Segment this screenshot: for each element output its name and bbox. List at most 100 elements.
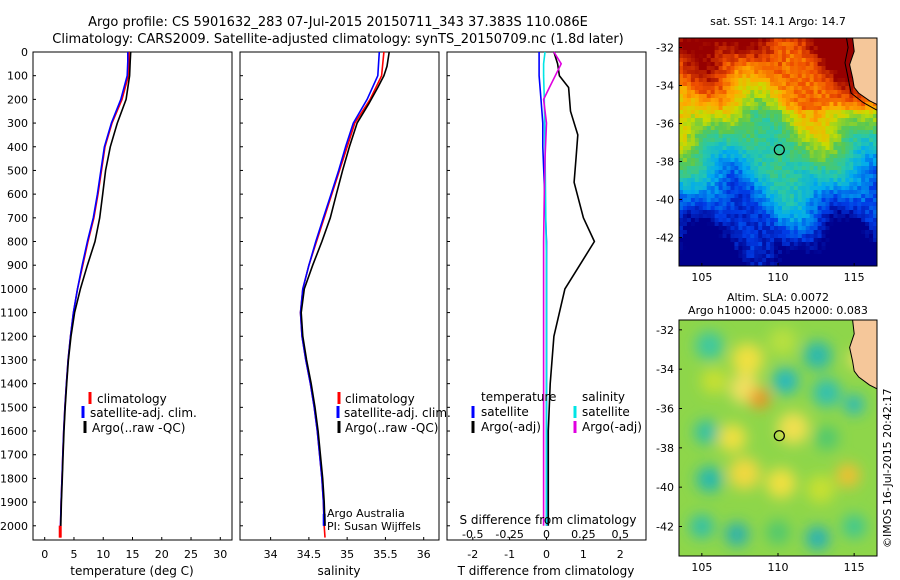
sst-cell <box>762 246 767 251</box>
sst-cell <box>857 198 862 203</box>
sst-cell <box>801 234 807 239</box>
sst-cell <box>726 238 732 243</box>
map-x-tick-label: 105 <box>691 561 712 574</box>
sst-cell <box>793 62 799 67</box>
sst-cell <box>865 106 870 111</box>
sst-cell <box>750 250 755 255</box>
sst-cell <box>829 198 835 203</box>
sst-cell <box>722 142 728 147</box>
sst-cell <box>841 230 846 235</box>
land-mass <box>849 38 877 106</box>
sst-cell <box>750 78 755 83</box>
sst-cell <box>793 90 799 95</box>
sst-map: 105 110 115-32-34-36-38-40-42 <box>656 37 878 284</box>
sst-cell <box>762 222 767 227</box>
sst-cell <box>679 130 684 135</box>
sst-cell <box>785 110 791 115</box>
sst-cell <box>770 78 775 83</box>
sst-cell <box>682 246 688 251</box>
sst-cell <box>785 66 791 71</box>
sst-cell <box>825 254 831 259</box>
sst-cell <box>817 130 823 135</box>
sst-cell <box>762 218 767 223</box>
sst-cell <box>734 182 739 187</box>
sst-cell <box>758 126 763 131</box>
sst-cell <box>829 78 835 83</box>
sst-cell <box>746 214 751 219</box>
sst-cell <box>750 54 755 59</box>
sst-cell <box>821 150 827 155</box>
sst-cell <box>718 222 724 227</box>
sst-cell <box>801 254 807 259</box>
sst-cell <box>766 198 771 203</box>
sst-cell <box>861 218 866 223</box>
sst-cell <box>845 66 850 71</box>
sst-cell <box>853 230 858 235</box>
sst-cell <box>821 86 827 91</box>
sst-cell <box>686 90 692 95</box>
sst-cell <box>813 94 819 99</box>
sst-cell <box>694 210 700 215</box>
sst-cell <box>686 182 692 187</box>
sst-cell <box>774 198 779 203</box>
sst-cell <box>679 46 684 51</box>
sst-cell <box>698 178 704 183</box>
sst-cell <box>738 202 743 207</box>
sst-cell <box>694 238 700 243</box>
sst-cell <box>841 146 846 151</box>
sst-cell <box>865 166 870 171</box>
sst-cell <box>813 62 819 67</box>
sst-cell <box>714 170 720 175</box>
sst-cell <box>829 154 835 159</box>
sst-cell <box>865 238 870 243</box>
sst-cell <box>766 42 771 47</box>
sst-cell <box>789 130 795 135</box>
sst-cell <box>833 158 838 163</box>
sst-cell <box>857 170 862 175</box>
sst-cell <box>746 134 751 139</box>
sst-cell <box>694 78 700 83</box>
sst-cell <box>817 54 823 59</box>
sst-cell <box>750 222 755 227</box>
sst-cell <box>837 126 842 131</box>
sst-cell <box>694 66 700 71</box>
sst-cell <box>865 186 870 191</box>
sst-cell <box>817 74 823 79</box>
sst-cell <box>686 246 692 251</box>
sst-cell <box>809 106 815 111</box>
sst-cell <box>841 98 846 103</box>
sst-cell <box>694 158 700 163</box>
sst-cell <box>682 238 688 243</box>
sst-cell <box>797 38 803 43</box>
sst-cell <box>801 138 807 143</box>
sst-cell <box>837 94 842 99</box>
sst-cell <box>829 42 835 47</box>
sst-cell <box>837 90 842 95</box>
sst-cell <box>821 114 827 119</box>
sst-cell <box>758 138 763 143</box>
sst-cell <box>718 82 724 87</box>
sst-cell <box>738 90 743 95</box>
sst-cell <box>754 142 759 147</box>
sst-cell <box>841 62 846 67</box>
sst-cell <box>698 250 704 255</box>
sst-cell <box>750 218 755 223</box>
sst-cell <box>746 118 751 123</box>
sst-cell <box>774 214 779 219</box>
sst-cell <box>809 210 815 215</box>
sst-cell <box>829 166 835 171</box>
sst-cell <box>738 46 743 51</box>
sst-cell <box>710 130 716 135</box>
sst-cell <box>774 38 779 43</box>
sst-cell <box>718 146 724 151</box>
sst-cell <box>758 198 763 203</box>
sst-cell <box>762 126 767 131</box>
map-y-tick-label: -34 <box>656 363 674 376</box>
sst-cell <box>865 102 870 107</box>
sst-cell <box>865 198 870 203</box>
sst-cell <box>873 182 877 187</box>
sst-cell <box>849 38 854 43</box>
sst-cell <box>833 98 838 103</box>
sst-cell <box>873 102 877 107</box>
sst-cell <box>770 258 775 263</box>
